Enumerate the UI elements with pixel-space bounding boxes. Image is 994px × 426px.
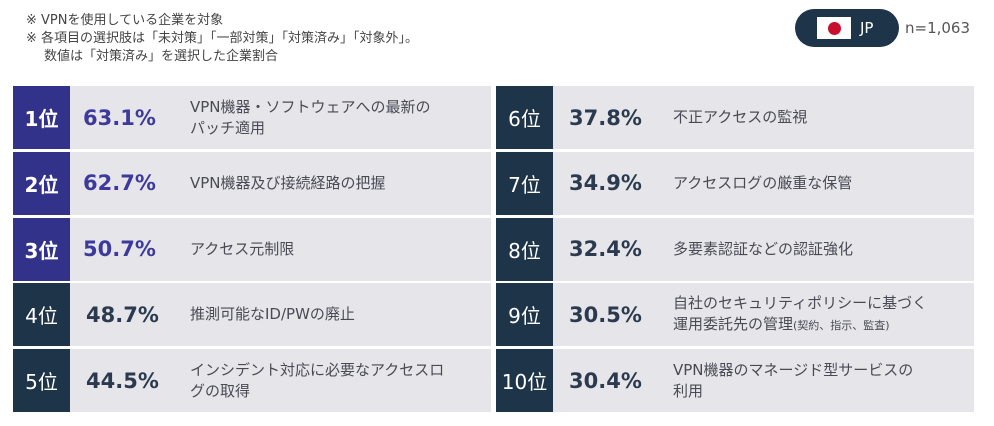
item-label-line: インシデント対応に必要なアクセスロ [190,360,445,379]
percent-value: 32.4% [569,237,642,261]
item-label: VPN機器・ソフトウェアへの最新の パッチ適用 [190,86,491,149]
ranking-row: 4位 48.7% 推測可能なID/PWの廃止 [13,283,491,347]
rank-badge: 10位 [496,349,553,412]
ranking-row: 1位 63.1% VPN機器・ソフトウェアへの最新の パッチ適用 [13,86,491,149]
ranking-row: 7位 34.9% アクセスログの厳重な保管 [496,151,974,215]
percent-value: 30.4% [569,368,642,393]
item-label-note: (契約、指示、監査) [793,319,890,333]
percent-value: 37.8% [569,105,642,130]
japan-flag-icon [817,17,851,39]
region-badge: JP [795,9,899,47]
item-label-line: VPN機器・ソフトウェアへの最新の [190,97,431,116]
item-label-line: 運用委託先の管理(契約、指示、監査) [673,315,890,334]
rank-badge: 5位 [13,349,70,412]
item-label-line: パッチ適用 [190,118,266,137]
rank-badge: 9位 [496,283,553,347]
percent-value: 34.9% [569,171,642,196]
ranking-row: 6位 37.8% 不正アクセスの監視 [496,86,974,149]
percent-value: 50.7% [83,237,156,261]
ranking-row: 3位 50.7% アクセス元制限 [13,217,491,281]
item-label-line: 多要素認証などの認証強化 [673,239,854,258]
ranking-row: 5位 44.5% インシデント対応に必要なアクセスロ グの取得 [13,349,491,412]
rank-badge: 3位 [13,217,70,281]
note-line: ※ 各項目の選択肢は「未対策」「一部対策」「対策済み」「対象外」。 [26,31,419,46]
item-label-line: グの取得 [190,381,251,400]
rank-badge: 8位 [496,217,553,281]
rank-badge: 4位 [13,283,70,347]
rank-badge: 7位 [496,151,553,215]
rank-badge: 1位 [13,86,70,149]
rank-badge: 6位 [496,86,553,149]
percent-value: 48.7% [86,302,159,327]
item-label-line: 推測可能なID/PWの廃止 [190,305,355,324]
percent-value: 44.5% [86,368,159,393]
item-label: アクセス元制限 [190,218,491,281]
percent-value: 62.7% [83,171,156,196]
item-label: VPN機器及び接続経路の把握 [190,152,491,215]
region-code: JP [860,19,874,37]
item-label-line: 自社のセキュリティポリシーに基づく [673,294,928,313]
percent-value: 30.5% [569,302,642,327]
item-label: 不正アクセスの監視 [673,86,974,149]
percent-value: 63.1% [83,105,156,130]
item-label-line: アクセスログの厳重な保管 [673,173,853,192]
item-label-line: 利用 [673,381,704,400]
note-line: ※ VPNを使用している企業を対象 [26,13,224,28]
ranking-table: 1位 63.1% VPN機器・ソフトウェアへの最新の パッチ適用 2位 62.7% VPN機… [13,86,974,412]
notes: ※ VPNを使用している企業を対象 ※ 各項目の選択肢は「未対策」「一部対策」「… [26,12,418,66]
item-label: 自社のセキュリティポリシーに基づく 運用委託先の管理(契約、指示、監査) [673,283,974,346]
item-label: アクセスログの厳重な保管 [673,152,974,215]
ranking-row: 8位 32.4% 多要素認証などの認証強化 [496,217,974,281]
note-line: 数値は「対策済み」を選択した企業割合 [44,49,279,64]
ranking-row: 2位 62.7% VPN機器及び接続経路の把握 [13,151,491,215]
item-label: 多要素認証などの認証強化 [673,218,974,281]
item-label-line: VPN機器及び接続経路の把握 [190,173,386,192]
ranking-row: 9位 30.5% 自社のセキュリティポリシーに基づく 運用委託先の管理(契約、指示、監… [496,283,974,347]
item-label: インシデント対応に必要なアクセスロ グの取得 [190,349,491,412]
item-label-line: 不正アクセスの監視 [673,108,808,126]
item-label: 推測可能なID/PWの廃止 [190,283,491,346]
item-label-line: VPN機器のマネージド型サービスの [673,360,914,379]
item-label-line: アクセス元制限 [190,239,295,258]
rank-badge: 2位 [13,151,70,215]
sample-size: n=1,063 [905,19,971,37]
item-label: VPN機器のマネージド型サービスの 利用 [673,349,974,412]
ranking-row: 10位 30.4% VPN機器のマネージド型サービスの 利用 [496,349,974,412]
